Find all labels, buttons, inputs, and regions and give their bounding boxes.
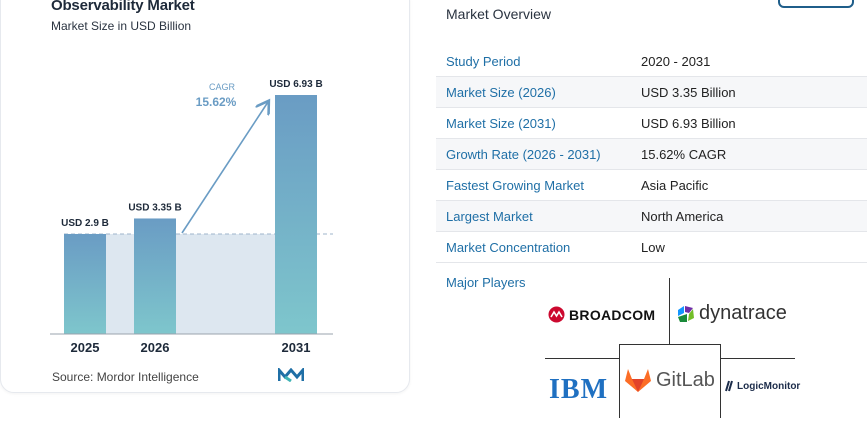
broadcom-logo: BROADCOM <box>548 306 655 323</box>
major-players-label: Major Players <box>446 275 526 290</box>
players-divider <box>720 344 721 418</box>
players-divider <box>720 358 795 359</box>
bar-2031 <box>275 95 317 334</box>
players-divider <box>545 358 620 359</box>
overview-row-key[interactable]: Market Size (2031) <box>436 107 631 139</box>
x-tick-label: 2026 <box>141 340 170 355</box>
data-label-2025: USD 2.9 B <box>61 218 109 229</box>
ibm-wordmark: IBM <box>549 374 608 405</box>
top-tab-button[interactable] <box>778 0 854 8</box>
overview-row-value: North America <box>631 200 867 232</box>
bar-2025 <box>64 233 106 334</box>
dynatrace-icon <box>678 305 694 322</box>
cagr-value: 15.62% <box>196 95 237 109</box>
cagr-label: CAGR <box>209 82 236 92</box>
data-label-2031: USD 6.93 B <box>269 79 322 90</box>
gitlab-icon <box>625 369 651 392</box>
overview-row-key[interactable]: Study Period <box>436 46 631 77</box>
overview-row: Market Size (2031) USD 6.93 Billion <box>436 107 867 139</box>
broadcom-wordmark: BROADCOM <box>569 306 656 323</box>
overview-row: Largest Market North America <box>436 200 867 232</box>
players-divider <box>619 344 720 345</box>
market-overview-table: Study Period 2020 - 2031 Market Size (2026… <box>436 46 867 263</box>
overview-row: Fastest Growing Market Asia Pacific <box>436 169 867 201</box>
overview-row-value: USD 3.35 Billion <box>631 76 867 108</box>
overview-row-value: USD 6.93 Billion <box>631 107 867 139</box>
x-tick-label: 2031 <box>282 340 311 355</box>
overview-row: Growth Rate (2026 - 2031) 15.62% CAGR <box>436 138 867 170</box>
ibm-logo: IBM <box>549 374 608 406</box>
bar-2026 <box>134 218 176 334</box>
mordor-logo-icon <box>278 368 304 382</box>
overview-row-key[interactable]: Market Size (2026) <box>436 76 631 108</box>
gitlab-logo: GitLab <box>624 367 715 393</box>
overview-row-key[interactable]: Largest Market <box>436 200 631 232</box>
overview-row-value: 15.62% CAGR <box>631 138 867 170</box>
logicmonitor-icon <box>725 380 733 392</box>
players-divider <box>619 344 620 418</box>
overview-row-value: Asia Pacific <box>631 169 867 201</box>
overview-row-value: 2020 - 2031 <box>631 46 867 77</box>
dynatrace-logo: dynatrace <box>676 302 787 325</box>
data-label-2026: USD 3.35 B <box>128 202 181 213</box>
dynatrace-wordmark: dynatrace <box>699 302 787 324</box>
broadcom-icon <box>548 306 565 323</box>
overview-row: Market Size (2026) USD 3.35 Billion <box>436 76 867 108</box>
overview-row-key[interactable]: Fastest Growing Market <box>436 169 631 201</box>
overview-row: Study Period 2020 - 2031 <box>436 46 867 77</box>
logicmonitor-logo: LogicMonitor <box>725 380 800 392</box>
overview-row-key[interactable]: Growth Rate (2026 - 2031) <box>436 138 631 170</box>
chart-source: Source: Mordor Intelligence <box>52 370 199 384</box>
overview-row: Market Concentration Low <box>436 231 867 263</box>
chart-subtitle: Market Size in USD Billion <box>51 19 192 33</box>
gitlab-wordmark: GitLab <box>656 368 715 391</box>
overview-row-value: Low <box>631 231 867 263</box>
players-divider <box>669 278 670 344</box>
cagr-arrow <box>181 102 268 234</box>
logicmonitor-wordmark: LogicMonitor <box>737 380 801 392</box>
overview-title: Market Overview <box>446 6 552 22</box>
x-tick-label: 2025 <box>71 340 100 355</box>
bar-chart: USD 2.9 B 2025 USD 3.35 B 2026 USD 6.93 B 203… <box>50 79 333 355</box>
overview-row-key[interactable]: Market Concentration <box>436 231 631 263</box>
chart-title: Observability Market <box>51 0 195 14</box>
